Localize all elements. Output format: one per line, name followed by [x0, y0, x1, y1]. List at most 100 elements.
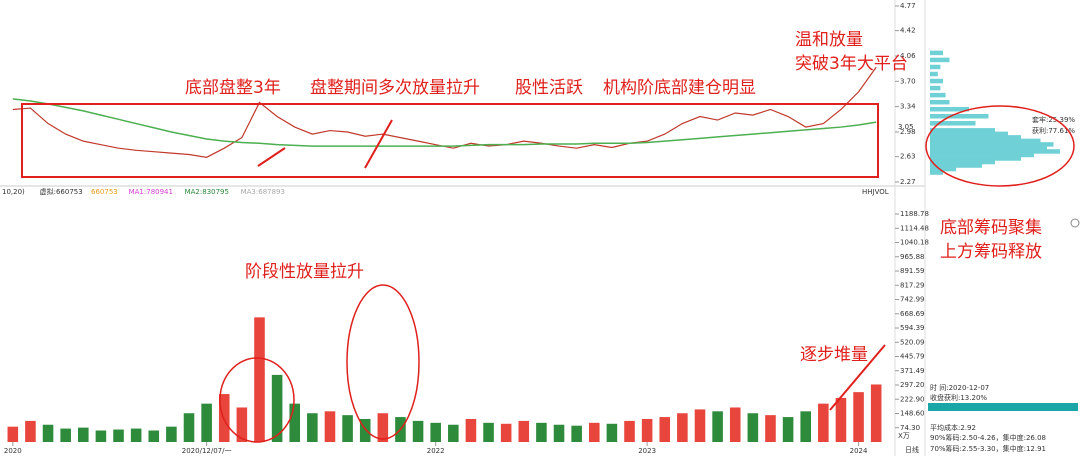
indicator-name: HHJVOL	[862, 188, 889, 196]
y-tick-label: 74.30	[900, 424, 920, 432]
volume-bar	[95, 430, 107, 442]
chip-bar	[930, 145, 1047, 151]
unit-label: X万	[898, 432, 910, 440]
chip-bar	[930, 71, 938, 77]
chip-bar	[930, 64, 941, 70]
volume-bar	[483, 422, 494, 442]
volume-bar	[870, 384, 882, 442]
chip-bar	[930, 78, 943, 84]
volume-bar	[571, 425, 582, 442]
chip-bar	[930, 156, 1021, 161]
annotation: 机构阶底部建仓明显	[603, 78, 756, 98]
volume-bar	[853, 392, 864, 442]
volume-bar	[7, 426, 19, 442]
info-line: 时 间:2020-12-07	[930, 383, 989, 392]
chip-bar	[930, 50, 943, 56]
annotation: 阶段性放量拉升	[245, 262, 364, 282]
volume-bar	[289, 403, 301, 442]
y-tick-label: 1040.18	[900, 239, 929, 247]
volume-bar	[78, 427, 89, 442]
y-tick-label: 668.69	[900, 310, 925, 318]
volume-bar	[677, 413, 688, 442]
arrow	[829, 344, 886, 411]
y-tick-label: 1114.48	[900, 224, 929, 232]
price-line	[12, 98, 877, 147]
y-tick-label: 3.34	[900, 103, 916, 111]
chip-bar	[930, 142, 1054, 147]
info-bar	[928, 403, 1078, 411]
y-tick-label: 445.79	[900, 353, 925, 361]
y-tick-label: 520.09	[900, 338, 925, 346]
chip-bar	[930, 128, 995, 133]
volume-bar	[377, 413, 389, 442]
y-tick-label: 594.39	[900, 324, 925, 332]
y-tick-label: 742.99	[900, 296, 925, 304]
x-tick-label: 2024	[850, 447, 868, 455]
chip-label: 套牢:25.39%	[1032, 115, 1075, 124]
chip-bar	[930, 114, 989, 119]
volume-bar	[712, 411, 723, 442]
y-tick-label: 148.60	[900, 410, 925, 418]
y-tick-label: 2.63	[900, 153, 916, 161]
y-tick-label: 297.20	[900, 381, 925, 389]
volume-bar	[324, 411, 336, 442]
chip-bar	[930, 163, 982, 168]
x-tick-label: 2020/12/07/一	[182, 447, 232, 455]
indicator-label: MA1:780941	[129, 188, 173, 196]
volume-bar	[765, 415, 776, 442]
chip-bar	[930, 106, 969, 112]
y-tick-label: 2.27	[900, 178, 916, 186]
volume-bar	[25, 420, 36, 442]
annotation: 股性活跃	[515, 78, 583, 98]
volume-bar	[130, 428, 142, 442]
chip-bar	[930, 170, 943, 175]
chip-bar	[930, 92, 946, 98]
info-line: 70%筹码:2.55-3.30，集中度:12.91	[930, 444, 1046, 453]
arrow	[364, 119, 393, 169]
y-tick-label: 891.59	[900, 267, 925, 275]
volume-bar	[236, 407, 248, 442]
volume-bar	[465, 418, 477, 442]
y-tick-label: 817.29	[900, 281, 925, 289]
annotation: 盘整期间多次放量拉升	[310, 78, 480, 98]
volume-bar	[60, 428, 71, 442]
chip-bar	[930, 57, 950, 63]
handle[interactable]	[1070, 218, 1080, 228]
volume-bar	[659, 417, 671, 442]
volume-bar	[588, 422, 600, 442]
volume-bar	[342, 415, 353, 442]
volume-bar	[500, 423, 512, 442]
y-tick-label: 4.06	[900, 52, 916, 60]
volume-bar	[42, 424, 54, 442]
volume-bar	[113, 429, 124, 442]
volume-bar	[694, 409, 706, 442]
chip-bar	[930, 131, 1008, 137]
volume-bar	[430, 422, 441, 442]
volume-bar	[359, 418, 371, 442]
highlight-ellipse	[219, 357, 295, 443]
chip-bar	[930, 85, 941, 91]
volume-bar	[747, 413, 759, 442]
chip-bar	[930, 159, 995, 165]
chip-bar	[930, 138, 1041, 144]
volume-bar	[183, 413, 195, 442]
volume-bar	[166, 426, 177, 442]
indicator-label: MA2:830795	[185, 188, 229, 196]
chip-label: 获利:77.61%	[1032, 126, 1075, 135]
volume-bar	[641, 418, 653, 442]
volume-bar	[254, 317, 265, 442]
highlight-ellipse	[346, 284, 420, 440]
y-tick-label: 3.70	[900, 77, 916, 85]
y-tick-label: 1188.78	[900, 210, 929, 218]
price-marker: 3.05	[898, 123, 914, 131]
volume-bar	[729, 407, 741, 442]
volume-bar	[553, 424, 565, 442]
info-line: 收盘获利:13.20%	[930, 393, 987, 402]
highlight-ellipse	[925, 105, 1075, 187]
volume-bar	[412, 420, 424, 442]
volume-bar	[536, 422, 547, 442]
y-tick-label: 371.49	[900, 367, 925, 375]
y-tick-label: 4.42	[900, 27, 916, 35]
indicator-label: MA3:687893	[241, 188, 285, 196]
